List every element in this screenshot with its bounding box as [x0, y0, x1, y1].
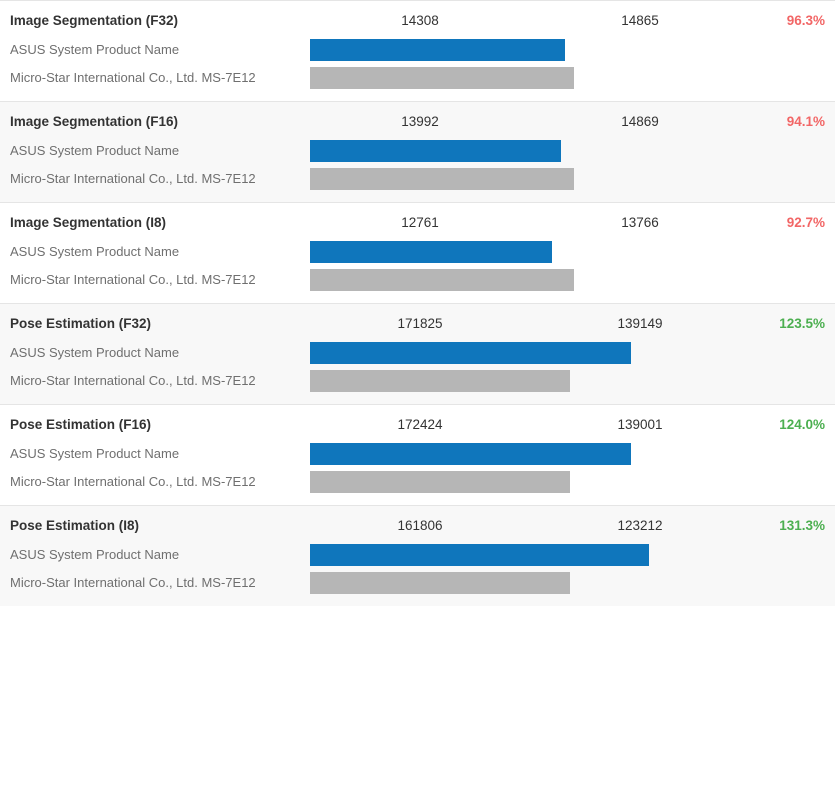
bar-track — [310, 370, 750, 392]
percentage-value: 92.7% — [750, 215, 825, 230]
benchmark-title: Image Segmentation (F16) — [10, 114, 310, 129]
score-secondary: 139001 — [530, 417, 750, 432]
score-secondary: 14865 — [530, 13, 750, 28]
score-primary: 172424 — [310, 417, 530, 432]
bar-track — [310, 544, 750, 566]
bar-row-secondary: Micro-Star International Co., Ltd. MS-7E… — [0, 367, 835, 404]
bar-track — [310, 168, 750, 190]
system-label-secondary: Micro-Star International Co., Ltd. MS-7E… — [10, 373, 310, 390]
benchmark-block: Pose Estimation (F32)171825139149123.5% A… — [0, 303, 835, 404]
bar-row-primary: ASUS System Product Name — [0, 36, 835, 64]
benchmark-title: Image Segmentation (I8) — [10, 215, 310, 230]
bar-row-primary: ASUS System Product Name — [0, 440, 835, 468]
bar-fill-primary — [310, 39, 565, 61]
system-label-secondary: Micro-Star International Co., Ltd. MS-7E… — [10, 272, 310, 289]
bar-fill-primary — [310, 443, 631, 465]
bar-fill-secondary — [310, 572, 570, 594]
system-label-primary: ASUS System Product Name — [10, 345, 310, 362]
system-label-secondary: Micro-Star International Co., Ltd. MS-7E… — [10, 474, 310, 491]
benchmark-block: Image Segmentation (F16)139921486994.1% A… — [0, 101, 835, 202]
bar-track — [310, 572, 750, 594]
score-secondary: 139149 — [530, 316, 750, 331]
bar-fill-primary — [310, 342, 631, 364]
bar-track — [310, 67, 750, 89]
bar-row-primary: ASUS System Product Name — [0, 541, 835, 569]
benchmark-title: Pose Estimation (I8) — [10, 518, 310, 533]
benchmark-title: Pose Estimation (F16) — [10, 417, 310, 432]
score-primary: 14308 — [310, 13, 530, 28]
bar-track — [310, 140, 750, 162]
score-primary: 171825 — [310, 316, 530, 331]
bar-track — [310, 269, 750, 291]
bar-row-primary: ASUS System Product Name — [0, 339, 835, 367]
bar-track — [310, 443, 750, 465]
bar-track — [310, 241, 750, 263]
system-label-primary: ASUS System Product Name — [10, 143, 310, 160]
score-secondary: 13766 — [530, 215, 750, 230]
system-label-primary: ASUS System Product Name — [10, 244, 310, 261]
benchmark-header-row: Pose Estimation (F16)172424139001124.0% — [0, 405, 835, 440]
bar-row-secondary: Micro-Star International Co., Ltd. MS-7E… — [0, 468, 835, 505]
bar-fill-secondary — [310, 370, 570, 392]
score-secondary: 123212 — [530, 518, 750, 533]
benchmark-block: Image Segmentation (F32)143081486596.3% A… — [0, 0, 835, 101]
bar-fill-secondary — [310, 168, 574, 190]
system-label-primary: ASUS System Product Name — [10, 446, 310, 463]
bar-row-secondary: Micro-Star International Co., Ltd. MS-7E… — [0, 266, 835, 303]
bar-row-secondary: Micro-Star International Co., Ltd. MS-7E… — [0, 165, 835, 202]
bar-track — [310, 39, 750, 61]
benchmark-header-row: Pose Estimation (F32)171825139149123.5% — [0, 304, 835, 339]
percentage-value: 123.5% — [750, 316, 825, 331]
percentage-value: 96.3% — [750, 13, 825, 28]
bar-row-secondary: Micro-Star International Co., Ltd. MS-7E… — [0, 569, 835, 606]
percentage-value: 94.1% — [750, 114, 825, 129]
bar-fill-primary — [310, 544, 649, 566]
bar-row-primary: ASUS System Product Name — [0, 238, 835, 266]
system-label-secondary: Micro-Star International Co., Ltd. MS-7E… — [10, 171, 310, 188]
benchmark-header-row: Pose Estimation (I8)161806123212131.3% — [0, 506, 835, 541]
benchmark-block: Image Segmentation (I8)127611376692.7% AS… — [0, 202, 835, 303]
bar-track — [310, 342, 750, 364]
benchmark-block: Pose Estimation (I8)161806123212131.3% AS… — [0, 505, 835, 606]
system-label-secondary: Micro-Star International Co., Ltd. MS-7E… — [10, 70, 310, 87]
percentage-value: 131.3% — [750, 518, 825, 533]
benchmark-title: Pose Estimation (F32) — [10, 316, 310, 331]
percentage-value: 124.0% — [750, 417, 825, 432]
bar-fill-primary — [310, 140, 561, 162]
bar-fill-secondary — [310, 471, 570, 493]
benchmark-block: Pose Estimation (F16)172424139001124.0% A… — [0, 404, 835, 505]
bar-fill-primary — [310, 241, 552, 263]
score-secondary: 14869 — [530, 114, 750, 129]
score-primary: 13992 — [310, 114, 530, 129]
system-label-primary: ASUS System Product Name — [10, 42, 310, 59]
system-label-primary: ASUS System Product Name — [10, 547, 310, 564]
score-primary: 12761 — [310, 215, 530, 230]
bar-fill-secondary — [310, 269, 574, 291]
bar-row-secondary: Micro-Star International Co., Ltd. MS-7E… — [0, 64, 835, 101]
score-primary: 161806 — [310, 518, 530, 533]
benchmark-header-row: Image Segmentation (I8)127611376692.7% — [0, 203, 835, 238]
bar-track — [310, 471, 750, 493]
system-label-secondary: Micro-Star International Co., Ltd. MS-7E… — [10, 575, 310, 592]
bar-row-primary: ASUS System Product Name — [0, 137, 835, 165]
benchmark-header-row: Image Segmentation (F16)139921486994.1% — [0, 102, 835, 137]
bar-fill-secondary — [310, 67, 574, 89]
benchmark-list: Image Segmentation (F32)143081486596.3% A… — [0, 0, 835, 606]
benchmark-header-row: Image Segmentation (F32)143081486596.3% — [0, 1, 835, 36]
benchmark-title: Image Segmentation (F32) — [10, 13, 310, 28]
